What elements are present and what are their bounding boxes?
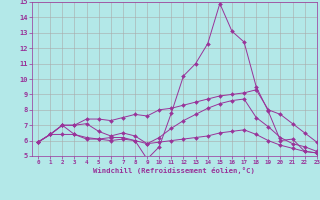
- X-axis label: Windchill (Refroidissement éolien,°C): Windchill (Refroidissement éolien,°C): [93, 167, 255, 174]
